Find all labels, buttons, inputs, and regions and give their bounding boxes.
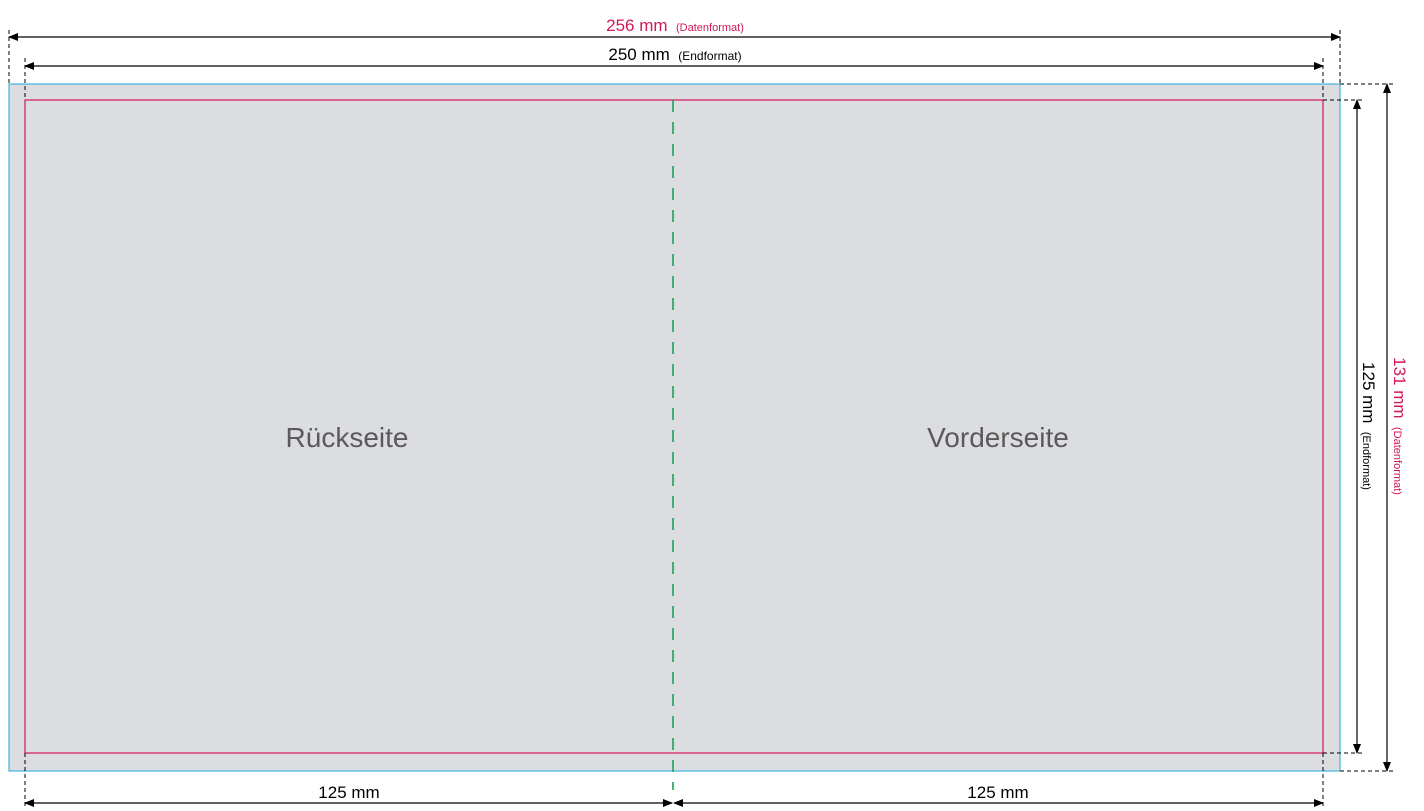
final-width-label: 250 mm (Endformat) (608, 45, 741, 64)
front-side-label: Vorderseite (927, 422, 1069, 453)
data-height-label: 131 mm (Datenformat) (1390, 357, 1409, 495)
data-width-label: 256 mm (Datenformat) (606, 16, 744, 35)
final-height-label: 125 mm (Endformat) (1359, 362, 1378, 490)
trim-line (24, 99, 1324, 754)
bleed-area (8, 83, 1341, 772)
back-side-label: Rückseite (286, 422, 409, 453)
right-half-label: 125 mm (967, 783, 1028, 802)
left-half-label: 125 mm (318, 783, 379, 802)
